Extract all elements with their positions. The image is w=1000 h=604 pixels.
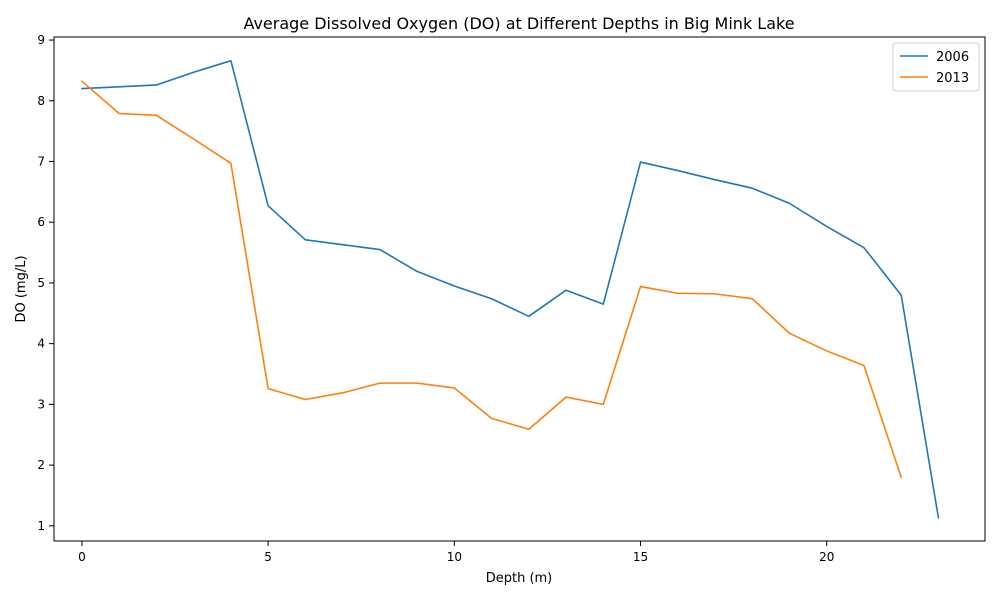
y-axis-label: DO (mg/L) — [14, 255, 29, 322]
y-tick-label: 8 — [37, 94, 45, 108]
legend-label-2013: 2013 — [936, 71, 969, 86]
y-tick-label: 6 — [37, 215, 45, 229]
x-tick-label: 10 — [447, 550, 462, 564]
legend: 2006 2013 — [892, 42, 980, 92]
x-tick-label: 0 — [78, 550, 86, 564]
x-tick-label: 20 — [819, 550, 834, 564]
chart-title: Average Dissolved Oxygen (DO) at Differe… — [243, 14, 794, 33]
y-tick-label: 5 — [37, 276, 45, 290]
ticks-layer: 0 5 10 15 20 1 2 3 4 5 6 7 8 9 — [37, 33, 834, 564]
legend-items: 2006 2013 — [900, 50, 969, 86]
series-layer — [81, 59, 940, 519]
legend-box — [892, 42, 980, 92]
x-tick-label: 5 — [264, 550, 272, 564]
plot-frame — [53, 36, 986, 542]
y-tick-label: 1 — [37, 519, 45, 533]
y-tick-label: 4 — [37, 337, 45, 351]
y-tick-label: 9 — [37, 33, 45, 47]
y-tick-label: 3 — [37, 397, 45, 411]
x-axis-label: Depth (m) — [486, 571, 553, 586]
series-line-2013 — [81, 80, 903, 479]
x-tick-label: 15 — [633, 550, 648, 564]
series-line-2006 — [81, 59, 940, 519]
y-tick-label: 2 — [37, 458, 45, 472]
y-tick-label: 7 — [37, 154, 45, 168]
legend-label-2006: 2006 — [936, 50, 969, 65]
